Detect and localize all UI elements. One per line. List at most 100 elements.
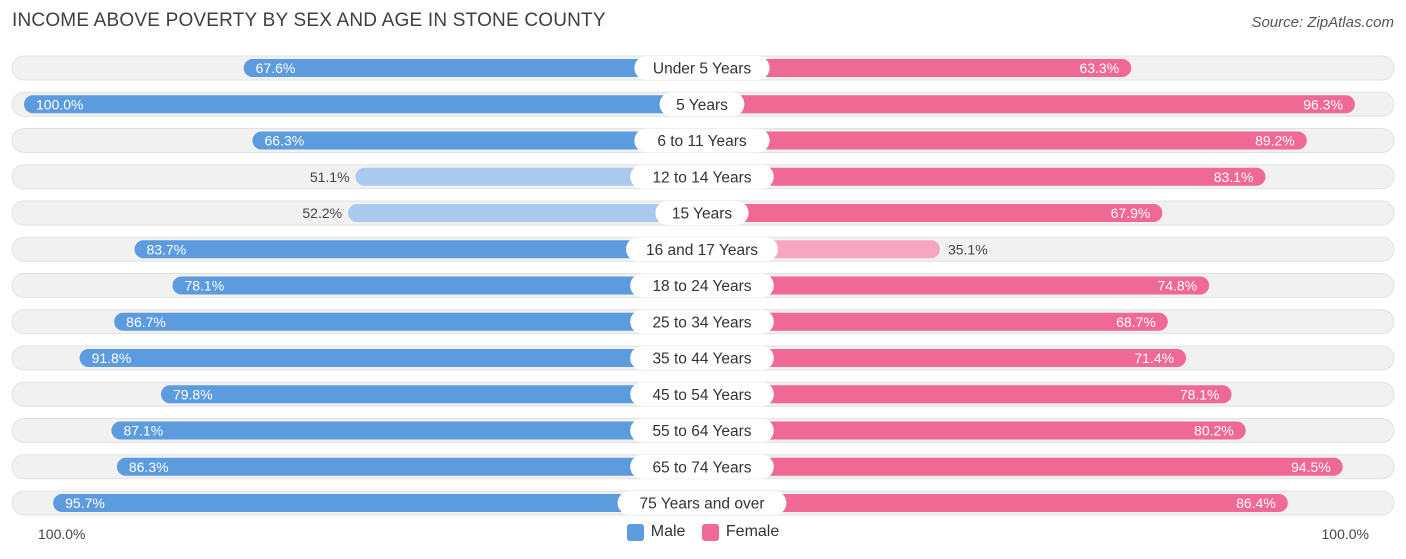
value-label-male: 78.1% bbox=[184, 278, 224, 294]
bar-male[interactable] bbox=[116, 457, 703, 476]
value-label-male: 67.6% bbox=[256, 60, 296, 76]
category-label: 6 to 11 Years bbox=[657, 133, 747, 150]
bar-female[interactable] bbox=[702, 494, 1288, 512]
chart-row: 67.6% 63.3% Under 5 Years bbox=[11, 55, 1395, 81]
legend-item-male[interactable]: Male bbox=[626, 523, 686, 541]
bar-female[interactable] bbox=[702, 167, 1266, 186]
value-label-female: 71.4% bbox=[1134, 350, 1174, 366]
value-label-female: 96.3% bbox=[1303, 96, 1343, 112]
value-label-female: 67.9% bbox=[1111, 205, 1151, 221]
value-label-female: 35.1% bbox=[948, 241, 988, 257]
chart-row: 86.3% 94.5% 65 to 74 Years bbox=[11, 454, 1395, 480]
bar-male[interactable] bbox=[111, 421, 703, 440]
chart-row: 52.2% 67.9% 15 Years bbox=[11, 200, 1395, 226]
value-label-female: 83.1% bbox=[1214, 169, 1254, 185]
value-label-male: 86.3% bbox=[129, 459, 169, 475]
chart-row: 66.3% 89.2% 6 to 11 Years bbox=[11, 128, 1395, 153]
chart-row: 83.7% 35.1% 16 and 17 Years bbox=[11, 236, 1395, 262]
axis-right-label: 100.0% bbox=[1321, 526, 1369, 542]
value-label-male: 100.0% bbox=[36, 96, 83, 112]
value-label-female: 63.3% bbox=[1079, 60, 1119, 76]
value-label-male: 91.8% bbox=[92, 350, 132, 366]
chart-row: 100.0% 96.3% 5 Years bbox=[11, 91, 1395, 117]
category-pill bbox=[630, 164, 774, 189]
value-label-male: 95.7% bbox=[65, 495, 105, 511]
category-pill bbox=[659, 92, 745, 117]
category-pill bbox=[617, 491, 787, 515]
legend-label-male: Male bbox=[650, 523, 686, 540]
legend-swatch-female bbox=[701, 523, 719, 541]
category-label: 65 to 74 Years bbox=[652, 459, 751, 476]
value-label-male: 66.3% bbox=[264, 133, 304, 149]
category-label: 5 Years bbox=[676, 97, 728, 114]
value-label-male: 79.8% bbox=[173, 386, 213, 402]
chart-row: 86.7% 68.7% 25 to 34 Years bbox=[11, 309, 1395, 335]
bar-male[interactable] bbox=[134, 240, 702, 259]
bar-female[interactable] bbox=[702, 457, 1343, 476]
category-label: 55 to 64 Years bbox=[652, 423, 751, 440]
chart-row: 87.1% 80.2% 55 to 64 Years bbox=[11, 418, 1395, 443]
bar-female[interactable] bbox=[702, 131, 1307, 150]
bar-male[interactable] bbox=[79, 349, 702, 367]
chart-title: INCOME ABOVE POVERTY BY SEX AND AGE IN S… bbox=[12, 10, 606, 31]
value-label-female: 86.4% bbox=[1236, 495, 1276, 511]
chart-row: 91.8% 71.4% 35 to 44 Years bbox=[11, 345, 1395, 371]
bar-male[interactable] bbox=[243, 59, 702, 77]
value-label-female: 80.2% bbox=[1194, 423, 1234, 439]
value-label-male: 86.7% bbox=[126, 314, 166, 330]
category-label: 18 to 24 Years bbox=[652, 278, 751, 295]
category-pill bbox=[655, 201, 749, 225]
category-label: 25 to 34 Years bbox=[652, 314, 751, 331]
bar-female[interactable] bbox=[702, 95, 1355, 114]
chart-row: 78.1% 74.8% 18 to 24 Years bbox=[11, 273, 1395, 298]
bar-male[interactable] bbox=[348, 204, 702, 222]
category-label: 75 Years and over bbox=[640, 496, 765, 513]
bar-female[interactable] bbox=[702, 385, 1232, 404]
category-label: 15 Years bbox=[672, 206, 733, 223]
bar-female[interactable] bbox=[702, 421, 1246, 440]
value-label-female: 78.1% bbox=[1180, 386, 1220, 402]
legend-swatch-male bbox=[626, 523, 644, 541]
value-label-female: 68.7% bbox=[1116, 314, 1156, 330]
legend: Male Female bbox=[0, 523, 1406, 546]
category-label: 45 to 54 Years bbox=[652, 387, 751, 404]
bar-female[interactable] bbox=[702, 276, 1210, 295]
category-pill bbox=[634, 56, 770, 80]
category-pill bbox=[630, 309, 774, 334]
bar-female[interactable] bbox=[702, 312, 1168, 331]
bar-male[interactable] bbox=[172, 276, 702, 295]
value-label-male: 83.7% bbox=[147, 241, 187, 257]
bar-male[interactable] bbox=[355, 167, 702, 186]
category-pill bbox=[630, 454, 774, 479]
bar-female[interactable] bbox=[702, 59, 1132, 77]
legend-label-female: Female bbox=[725, 523, 780, 540]
source-note: Source: ZipAtlas.com bbox=[1251, 14, 1394, 31]
value-label-male: 87.1% bbox=[123, 423, 163, 439]
chart-row: 51.1% 83.1% 12 to 14 Years bbox=[11, 164, 1395, 190]
category-label: 12 to 14 Years bbox=[652, 169, 751, 186]
category-label: 35 to 44 Years bbox=[652, 351, 751, 368]
value-label-female: 89.2% bbox=[1255, 133, 1295, 149]
category-label: Under 5 Years bbox=[653, 61, 751, 78]
category-label: 16 and 17 Years bbox=[646, 242, 758, 259]
category-pill bbox=[626, 237, 778, 262]
category-pill bbox=[634, 128, 770, 153]
bar-male[interactable] bbox=[252, 131, 702, 150]
value-label-female: 94.5% bbox=[1291, 459, 1331, 475]
bar-male[interactable] bbox=[24, 95, 702, 114]
chart-row: 79.8% 78.1% 45 to 54 Years bbox=[11, 381, 1395, 407]
value-label-male: 52.2% bbox=[302, 205, 342, 221]
value-label-male: 51.1% bbox=[310, 169, 350, 185]
value-label-female: 74.8% bbox=[1157, 278, 1197, 294]
chart-row: 95.7% 86.4% 75 Years and over bbox=[11, 490, 1395, 516]
bar-male[interactable] bbox=[53, 494, 703, 512]
category-pill bbox=[630, 418, 774, 443]
bar-male[interactable] bbox=[114, 312, 702, 331]
legend-item-female[interactable]: Female bbox=[701, 523, 780, 541]
bar-male[interactable] bbox=[160, 385, 702, 404]
category-pill bbox=[630, 382, 774, 407]
bar-female[interactable] bbox=[702, 204, 1163, 222]
bar-chart: 67.6% 63.3% Under 5 Years 100.0% 96.3% 5 Year… bbox=[11, 55, 1395, 516]
bar-female[interactable] bbox=[702, 349, 1187, 367]
category-pill bbox=[630, 346, 774, 370]
